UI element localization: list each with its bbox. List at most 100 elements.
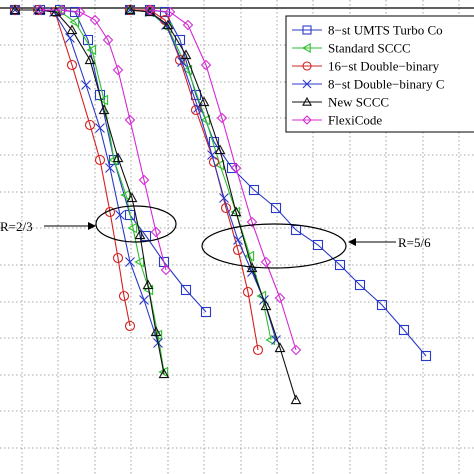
data-point bbox=[150, 326, 162, 337]
data-point bbox=[69, 16, 80, 28]
data-point bbox=[95, 123, 105, 133]
data-point bbox=[124, 4, 136, 15]
legend-label-1: Standard SCCC bbox=[328, 41, 411, 56]
legend-label-4: New SCCC bbox=[328, 95, 389, 110]
legend-label-3: 8−st Double−binary C bbox=[328, 77, 445, 92]
data-point bbox=[65, 33, 75, 43]
series-line bbox=[129, 9, 297, 401]
data-point bbox=[120, 189, 131, 201]
data-point bbox=[134, 229, 146, 240]
legend-marker-5 bbox=[302, 115, 312, 125]
data-point bbox=[182, 19, 194, 31]
data-point bbox=[290, 344, 302, 356]
series-line bbox=[40, 9, 167, 271]
series-10-diamond bbox=[34, 4, 172, 276]
data-point bbox=[126, 192, 138, 203]
data-point bbox=[242, 286, 254, 298]
data-point bbox=[198, 96, 210, 107]
data-point bbox=[81, 80, 91, 90]
data-point bbox=[108, 154, 119, 166]
r23-label: R=2/3 bbox=[0, 219, 33, 234]
r56-ellipse bbox=[201, 223, 347, 269]
series-9-triangle-up bbox=[124, 4, 302, 405]
data-point bbox=[98, 104, 110, 115]
r23-arrowhead bbox=[88, 222, 96, 230]
data-point bbox=[125, 257, 135, 267]
data-point bbox=[134, 256, 145, 268]
data-point bbox=[144, 4, 156, 16]
series-line bbox=[130, 9, 427, 357]
data-point bbox=[271, 335, 281, 345]
data-point bbox=[274, 342, 286, 353]
data-point bbox=[162, 19, 174, 30]
data-point bbox=[74, 6, 86, 18]
data-point bbox=[270, 202, 282, 214]
data-point bbox=[200, 59, 212, 71]
legend-marker-0 bbox=[302, 25, 312, 35]
data-point bbox=[158, 368, 170, 379]
data-point bbox=[376, 299, 388, 311]
data-point bbox=[265, 334, 276, 346]
series-11-diamond bbox=[144, 4, 302, 356]
data-point bbox=[138, 174, 150, 186]
legend: 8−st UMTS Turbo Co Standard SCCC 16−st Dou… bbox=[285, 15, 474, 133]
legend-marker-2 bbox=[302, 61, 312, 71]
series-line bbox=[38, 9, 165, 373]
data-point bbox=[112, 152, 124, 163]
data-point bbox=[160, 264, 172, 276]
data-point bbox=[216, 112, 228, 124]
r23-ellipse bbox=[95, 205, 177, 243]
data-point bbox=[214, 144, 226, 155]
data-point bbox=[193, 103, 203, 113]
legend-label-2: 16−st Double−binary bbox=[328, 59, 440, 74]
annotations: R=2/3 R=5/6 bbox=[0, 205, 431, 269]
series-line bbox=[15, 9, 131, 327]
data-point bbox=[248, 184, 260, 196]
data-point bbox=[112, 252, 124, 264]
data-point bbox=[112, 64, 124, 76]
data-point bbox=[66, 59, 78, 71]
data-point bbox=[124, 114, 136, 126]
series-6-x bbox=[10, 5, 163, 348]
legend-marker-4 bbox=[302, 96, 312, 106]
data-point bbox=[82, 34, 94, 46]
legend-marker-1 bbox=[301, 43, 311, 53]
series-layer bbox=[9, 4, 432, 405]
data-point bbox=[84, 119, 96, 131]
data-point bbox=[180, 49, 192, 60]
data-point bbox=[420, 350, 432, 362]
data-point bbox=[9, 4, 21, 15]
data-point bbox=[150, 226, 162, 238]
data-point bbox=[98, 94, 109, 106]
legend-box bbox=[285, 15, 474, 133]
data-point bbox=[66, 24, 78, 35]
data-point bbox=[312, 239, 324, 251]
data-point bbox=[164, 6, 176, 18]
data-point bbox=[200, 306, 212, 318]
data-point bbox=[102, 34, 114, 46]
data-point bbox=[142, 279, 154, 290]
data-point bbox=[56, 4, 68, 16]
data-point bbox=[334, 259, 346, 271]
data-point bbox=[140, 230, 152, 242]
data-point bbox=[115, 210, 125, 220]
data-point bbox=[260, 256, 272, 268]
data-point bbox=[158, 256, 170, 268]
r56-arrowhead bbox=[348, 238, 356, 246]
data-point bbox=[354, 279, 366, 291]
series-line bbox=[15, 9, 159, 344]
series-line bbox=[129, 9, 272, 341]
data-point bbox=[246, 216, 258, 228]
legend-marker-3 bbox=[302, 79, 312, 89]
legend-label-0: 8−st UMTS Turbo Co bbox=[328, 23, 443, 38]
data-point bbox=[94, 154, 106, 166]
data-point bbox=[118, 290, 130, 302]
series-2-triangle-left bbox=[32, 4, 169, 378]
data-point bbox=[233, 235, 243, 245]
data-point bbox=[84, 54, 96, 65]
data-point bbox=[34, 4, 46, 16]
data-point bbox=[50, 6, 62, 17]
data-point bbox=[398, 324, 410, 336]
data-point bbox=[127, 222, 138, 234]
